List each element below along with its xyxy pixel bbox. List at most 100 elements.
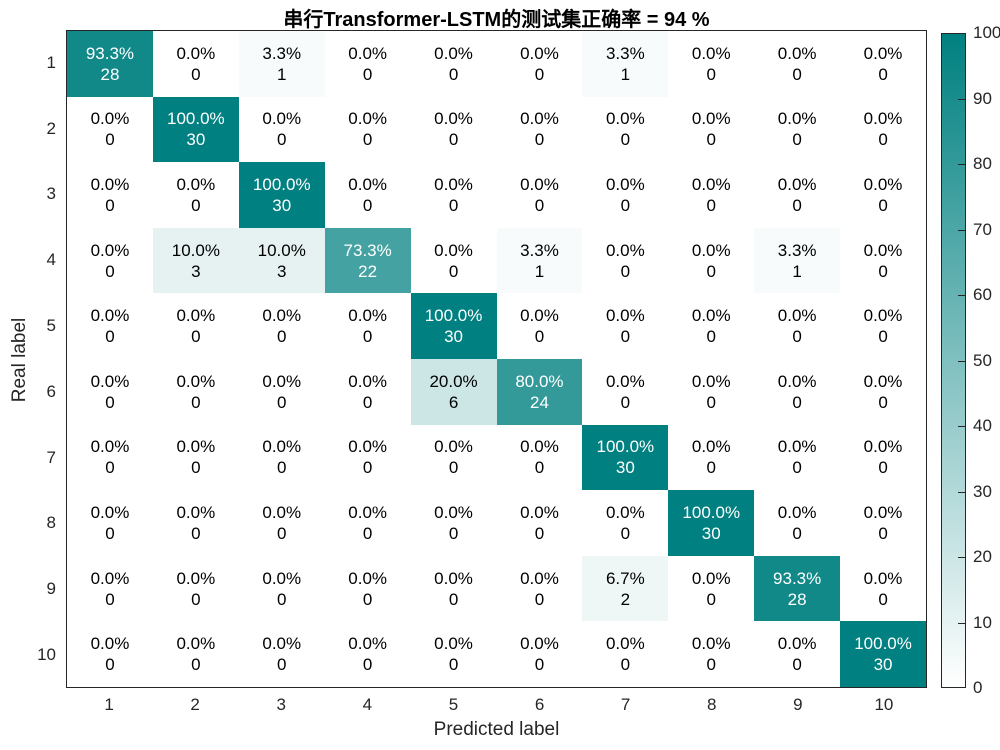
cell-percent: 0.0% xyxy=(434,437,473,457)
matrix-cell: 0.0% 0 xyxy=(840,358,926,425)
matrix-cell: 0.0% 0 xyxy=(410,621,497,687)
matrix-cell: 0.0% 0 xyxy=(67,490,153,556)
cell-count: 3 xyxy=(191,261,201,281)
colorbar-tick-label: 20 xyxy=(973,547,992,566)
matrix-cell: 0.0% 0 xyxy=(668,227,755,294)
cell-count: 0 xyxy=(191,655,201,675)
matrix-cell: 0.0% 0 xyxy=(582,358,669,425)
matrix-cell: 0.0% 0 xyxy=(840,555,926,622)
cell-percent: 0.0% xyxy=(691,437,731,457)
cell-count: 0 xyxy=(706,458,716,478)
matrix-cell: 0.0% 0 xyxy=(67,555,153,622)
matrix-cell: 0.0% 0 xyxy=(152,555,239,622)
cell-percent: 0.0% xyxy=(605,240,645,260)
cell-count: 0 xyxy=(362,195,373,215)
cell-count: 0 xyxy=(448,261,459,281)
cell-percent: 0.0% xyxy=(434,43,473,63)
cell-count: 0 xyxy=(534,589,545,609)
y-tick-label: 2 xyxy=(46,118,56,138)
cell-count: 0 xyxy=(878,392,888,412)
matrix-cell: 0.0% 0 xyxy=(582,293,669,359)
cell-count: 0 xyxy=(534,195,545,215)
cell-percent: 0.0% xyxy=(605,502,645,522)
cell-percent: 3.3% xyxy=(520,240,559,260)
cell-count: 0 xyxy=(277,392,287,412)
matrix-cell: 0.0% 0 xyxy=(324,490,411,556)
cell-percent: 0.0% xyxy=(777,502,817,522)
y-tick-label: 3 xyxy=(46,184,56,204)
cell-percent: 80.0% xyxy=(515,371,564,391)
matrix-cell: 0.0% 0 xyxy=(496,555,583,622)
cell-percent: 0.0% xyxy=(691,306,731,326)
cell-percent: 0.0% xyxy=(434,568,473,588)
y-tick-label: 1 xyxy=(46,52,56,72)
cell-count: 0 xyxy=(792,523,802,543)
matrix-cell: 0.0% 0 xyxy=(67,358,153,425)
matrix-cell: 0.0% 0 xyxy=(496,621,583,687)
matrix-cell: 0.0% 0 xyxy=(238,424,325,491)
cell-percent: 0.0% xyxy=(605,109,645,129)
matrix-cell: 0.0% 0 xyxy=(410,555,497,622)
cell-count: 28 xyxy=(787,589,807,609)
matrix-cell: 0.0% 0 xyxy=(840,293,926,359)
matrix-cell: 0.0% 0 xyxy=(754,162,841,228)
cell-percent: 0.0% xyxy=(262,634,302,654)
matrix-cell: 0.0% 0 xyxy=(152,490,239,556)
cell-count: 1 xyxy=(277,64,287,84)
matrix-cell: 3.3% 1 xyxy=(496,227,583,294)
cell-percent: 0.0% xyxy=(262,568,302,588)
cell-count: 0 xyxy=(362,130,373,150)
colorbar-tick-label: 90 xyxy=(973,88,992,108)
cell-percent: 0.0% xyxy=(520,43,559,63)
y-tick-label: 7 xyxy=(46,447,56,467)
colorbar-tick-mark xyxy=(958,164,965,165)
matrix-cell: 80.0% 24 xyxy=(496,358,583,425)
cell-percent: 0.0% xyxy=(176,437,216,457)
cell-percent: 3.3% xyxy=(777,240,817,260)
matrix-cell: 10.0% 3 xyxy=(238,227,325,294)
matrix-cell: 0.0% 0 xyxy=(324,358,411,425)
cell-percent: 0.0% xyxy=(434,109,473,129)
cell-percent: 0.0% xyxy=(691,43,731,63)
cell-count: 0 xyxy=(706,655,716,675)
cell-percent: 10.0% xyxy=(171,240,220,260)
x-tick-label: 7 xyxy=(620,695,631,714)
cell-count: 0 xyxy=(105,458,115,478)
cell-percent: 0.0% xyxy=(863,43,903,63)
cell-percent: 0.0% xyxy=(90,174,130,194)
cell-percent: 0.0% xyxy=(176,502,216,522)
cell-percent: 0.0% xyxy=(90,306,130,326)
matrix-cell: 0.0% 0 xyxy=(67,293,153,359)
cell-percent: 0.0% xyxy=(348,306,388,326)
cell-percent: 93.3% xyxy=(773,568,822,588)
matrix-cell: 93.3% 28 xyxy=(754,555,841,622)
matrix-cell: 73.3% 22 xyxy=(324,227,411,294)
cell-percent: 0.0% xyxy=(348,634,388,654)
cell-percent: 73.3% xyxy=(343,240,392,260)
cell-percent: 0.0% xyxy=(348,174,388,194)
x-tick-label: 2 xyxy=(190,695,200,714)
cell-count: 0 xyxy=(878,589,888,609)
cell-count: 0 xyxy=(706,64,716,84)
cell-count: 0 xyxy=(448,64,459,84)
cell-count: 30 xyxy=(873,655,893,675)
cell-percent: 0.0% xyxy=(348,43,388,63)
cell-count: 0 xyxy=(105,655,115,675)
matrix-cell: 0.0% 0 xyxy=(754,424,841,491)
matrix-cell: 0.0% 0 xyxy=(840,31,926,97)
chart-title: 串行Transformer-LSTM的测试集正确率 = 94 % xyxy=(283,9,710,31)
cell-count: 30 xyxy=(186,130,206,150)
cell-count: 0 xyxy=(191,392,201,412)
cell-percent: 100.0% xyxy=(424,306,483,326)
cell-count: 0 xyxy=(534,655,545,675)
cell-percent: 0.0% xyxy=(348,109,388,129)
cell-count: 0 xyxy=(792,130,802,150)
cell-count: 0 xyxy=(878,195,888,215)
cell-percent: 0.0% xyxy=(348,437,388,457)
cell-count: 0 xyxy=(448,655,459,675)
cell-count: 0 xyxy=(105,523,115,543)
cell-count: 28 xyxy=(100,64,120,84)
cell-percent: 0.0% xyxy=(434,240,473,260)
cell-percent: 0.0% xyxy=(262,437,302,457)
cell-percent: 0.0% xyxy=(176,634,216,654)
